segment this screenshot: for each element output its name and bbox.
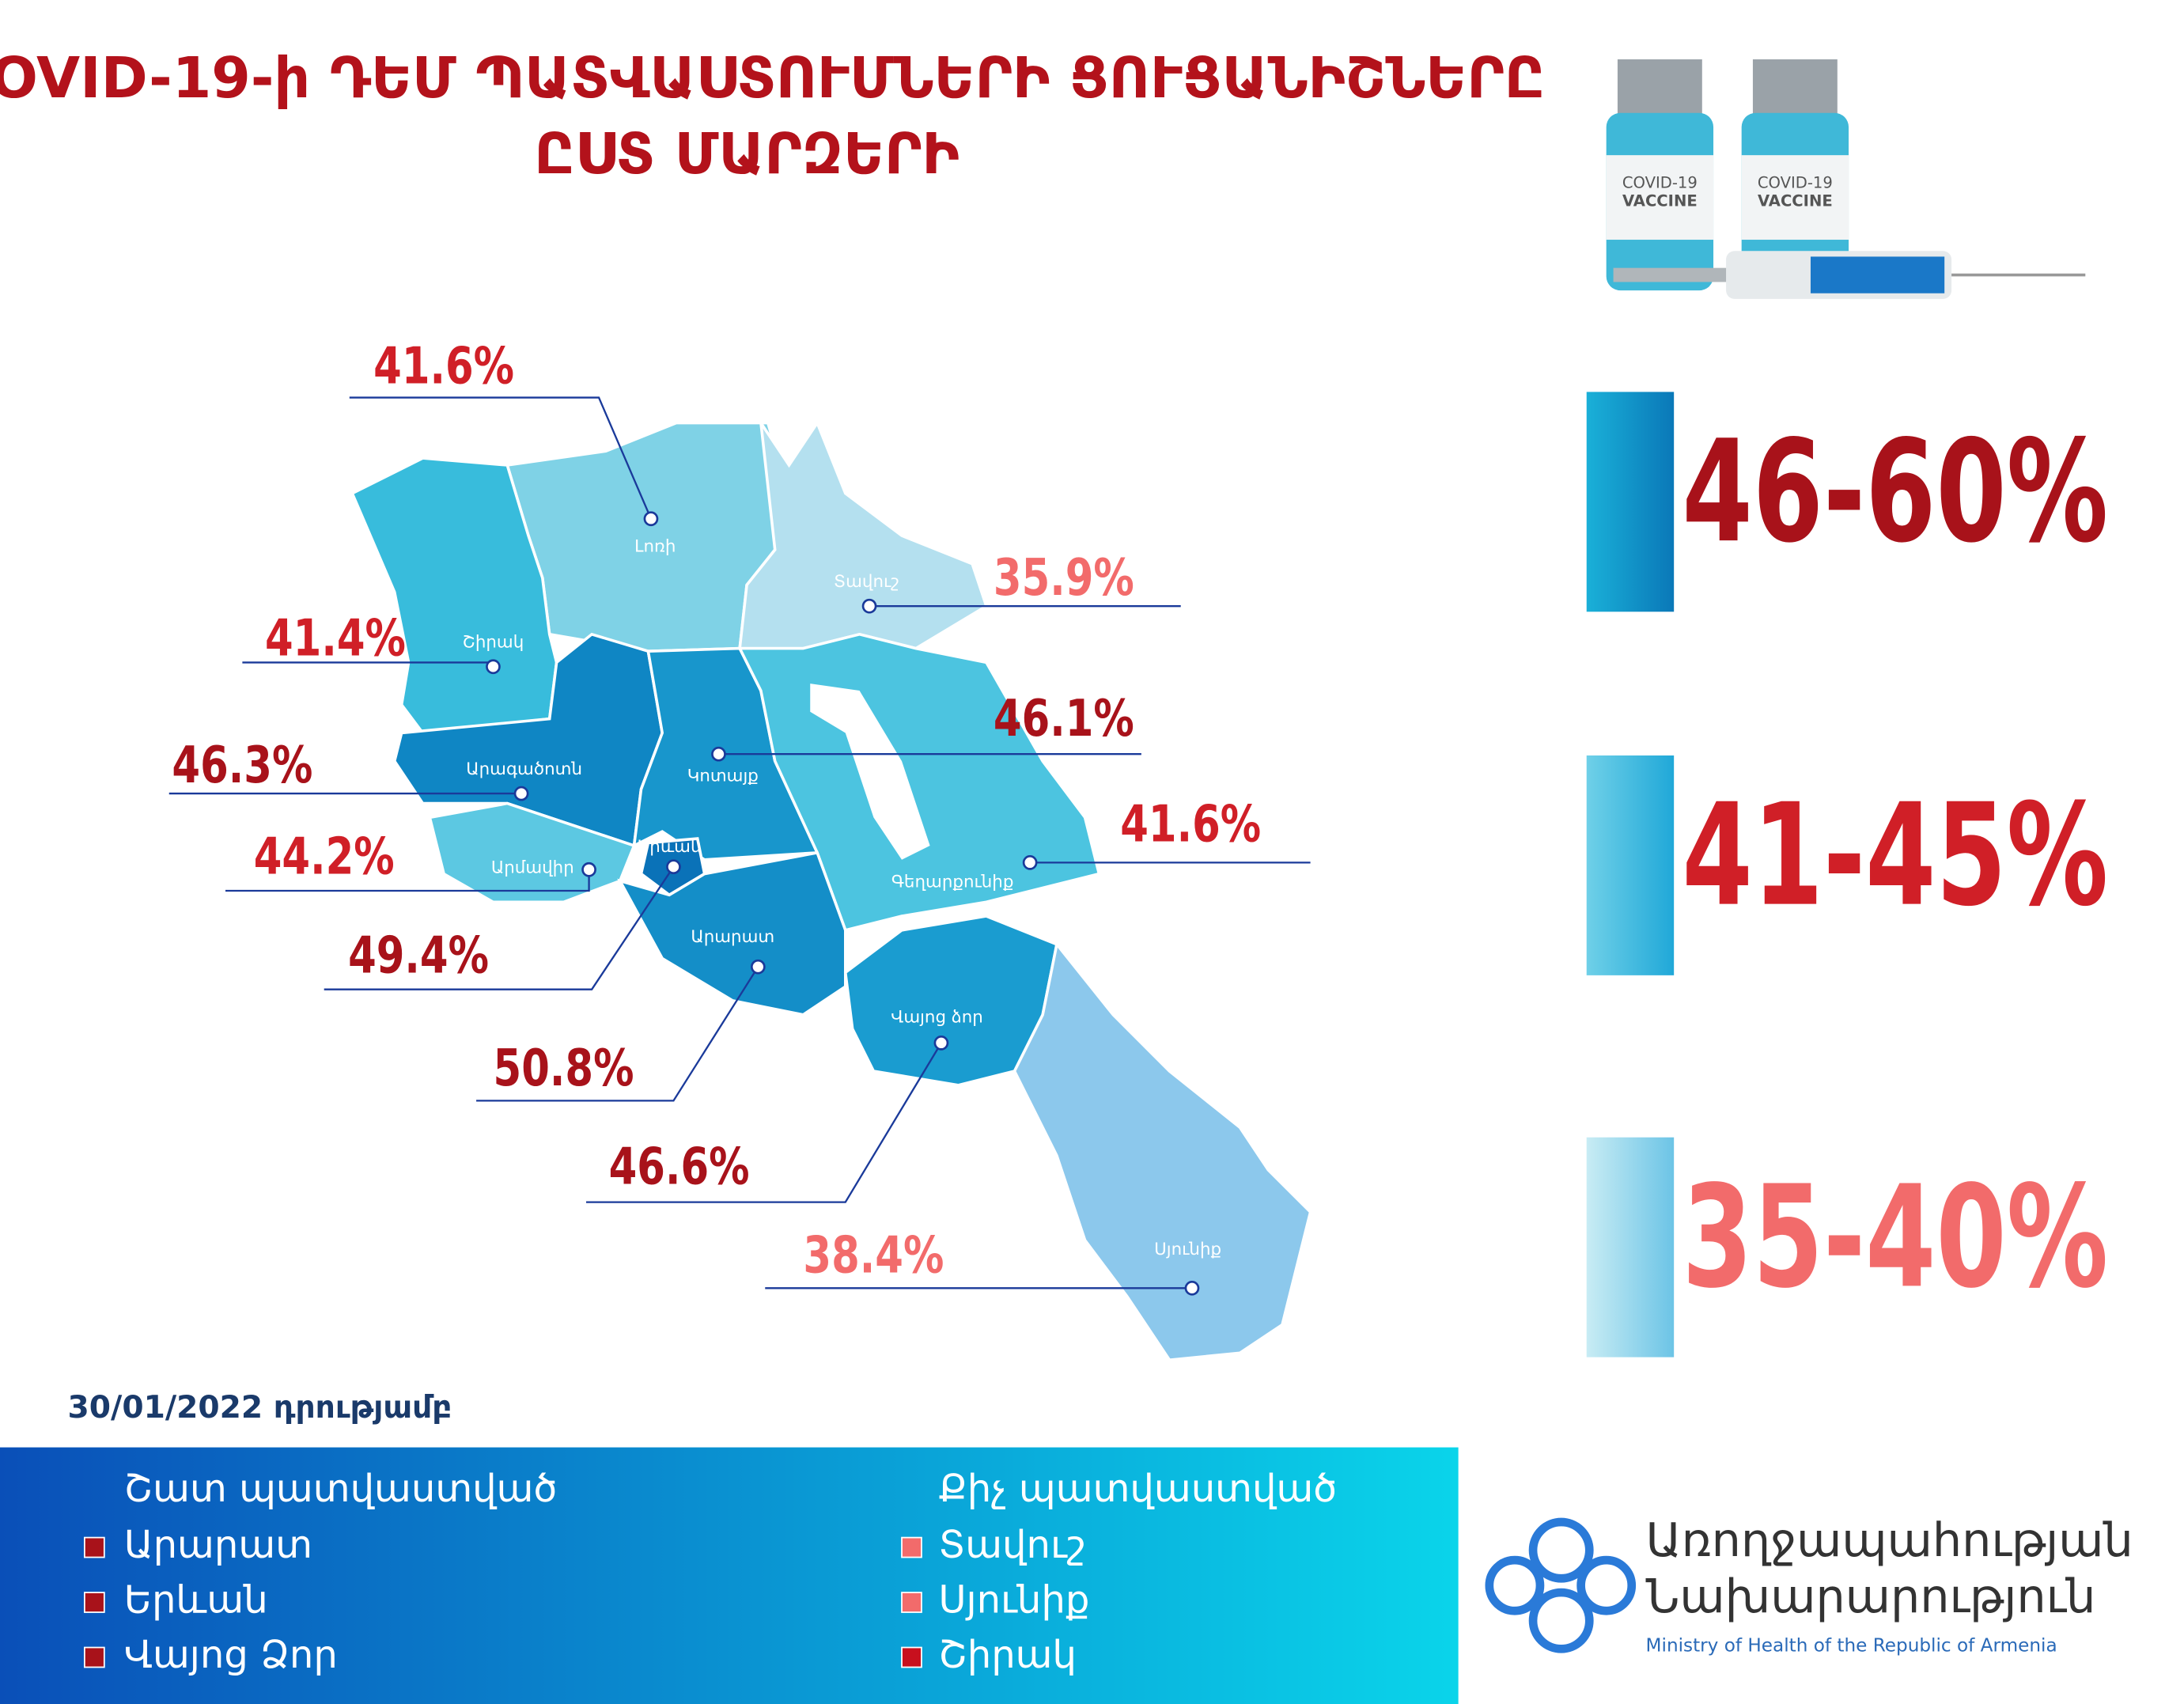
list-marker	[83, 1646, 105, 1668]
list-marker	[83, 1592, 105, 1613]
region-dot	[513, 786, 529, 801]
list-heading: Շատ պատվաստված	[124, 1467, 558, 1511]
region-dot	[861, 598, 877, 614]
region-shape	[738, 419, 989, 650]
list-item: Արարատ	[124, 1523, 312, 1567]
vial-label: COVID-19	[1622, 173, 1698, 191]
legend: 46-60% 41-45% 35-40%	[1682, 410, 2109, 1320]
region-name: Սյունիք	[1154, 1240, 1221, 1259]
region-name: Լոռի	[634, 536, 676, 556]
ministry-name: Առողջապահության	[1646, 1513, 2133, 1567]
region-dot	[1022, 855, 1038, 870]
vaccine-illustration: COVID-19 VACCINE COVID-19 VACCINE	[1606, 59, 2086, 299]
region-percent: 50.8%	[494, 1038, 634, 1097]
leader-line	[349, 396, 653, 520]
vial-label: VACCINE	[1758, 191, 1833, 210]
region-name: Երևան	[638, 837, 702, 857]
region-dot	[1184, 1280, 1200, 1296]
list-marker	[901, 1592, 922, 1613]
list-marker	[901, 1646, 922, 1668]
region-labels: Լոռի 41.6% Տավուշ 35.9% Շիրակ 41.4% Արագածոտն 4…	[168, 336, 1311, 1296]
date: 30/01/2022 դրությամբ	[68, 1390, 452, 1426]
leader-line	[324, 866, 675, 990]
region-dot	[666, 859, 681, 875]
region-name: Տավուշ	[834, 572, 899, 592]
list-marker	[901, 1536, 922, 1558]
vial-label: VACCINE	[1622, 191, 1698, 210]
region-percent: 46.3%	[172, 735, 312, 794]
region-name: Արմավիր	[491, 858, 574, 877]
region-percent: 46.1%	[994, 688, 1134, 748]
legend-range: 35-40%	[1682, 1155, 2109, 1320]
region-dot	[581, 861, 596, 877]
region-percent: 41.4%	[265, 608, 406, 668]
legend-bar	[1586, 1137, 1675, 1358]
leader-line	[476, 966, 759, 1102]
region-name: Շիրակ	[463, 632, 524, 652]
leader-line	[586, 1042, 942, 1203]
list-marker	[83, 1536, 105, 1558]
region-dot	[750, 959, 766, 975]
region-name: Գեղարքունիք	[891, 872, 1014, 892]
vial-label: COVID-19	[1758, 173, 1833, 191]
list-item: Վայոց Ձոր	[124, 1633, 338, 1677]
region-percent: 41.6%	[1120, 794, 1261, 854]
legend-bar	[1586, 755, 1675, 975]
region-shape	[1013, 941, 1312, 1362]
ministry-english: Ministry of Health of the Republic of Ar…	[1646, 1635, 2057, 1656]
region-name: Արագածոտն	[466, 759, 582, 779]
region-name: Կոտայք	[687, 767, 759, 786]
region-dot	[711, 746, 726, 762]
list-item: Երևան	[124, 1578, 268, 1623]
lake	[810, 683, 930, 860]
region-percent: 46.6%	[609, 1137, 750, 1196]
list-item: Շիրակ	[938, 1633, 1077, 1677]
legend-range: 46-60%	[1682, 410, 2109, 574]
list-item: Տավուշ	[938, 1523, 1086, 1567]
region-percent: 35.9%	[994, 547, 1134, 607]
lists: Արարատ Երևան Վայոց Ձոր Տավուշ Սյունիք Շիրակ	[83, 1523, 1089, 1677]
title: COVID-19-ի ԴԵՄ ՊԱՏՎԱՍՏՈՒՄՆԵՐԻ ՑՈՒՑԱՆԻՇՆԵ…	[0, 45, 1545, 111]
region-percent: 49.4%	[348, 926, 489, 985]
region-dot	[933, 1036, 949, 1051]
region-name: Արարատ	[691, 927, 774, 947]
list-item: Սյունիք	[938, 1578, 1089, 1623]
ministry-logo	[1485, 1517, 1637, 1653]
summary-panel	[0, 1447, 1459, 1704]
region-percent: 38.4%	[803, 1225, 944, 1285]
region-dot	[643, 511, 659, 527]
region-shape	[617, 850, 847, 1017]
legend-range: 41-45%	[1682, 773, 2109, 937]
region-percent: 44.2%	[254, 827, 395, 886]
list-heading: Քիչ պատվաստված	[938, 1467, 1337, 1511]
region-dot	[486, 659, 501, 675]
ministry-name: Նախարարություն	[1646, 1569, 2096, 1623]
title: ԸՍՏ ՄԱՐԶԵՐԻ	[534, 121, 960, 187]
legend-bar	[1586, 392, 1675, 612]
region-percent: 41.6%	[373, 336, 514, 396]
region-name: Վայոց ձոր	[891, 1007, 983, 1027]
